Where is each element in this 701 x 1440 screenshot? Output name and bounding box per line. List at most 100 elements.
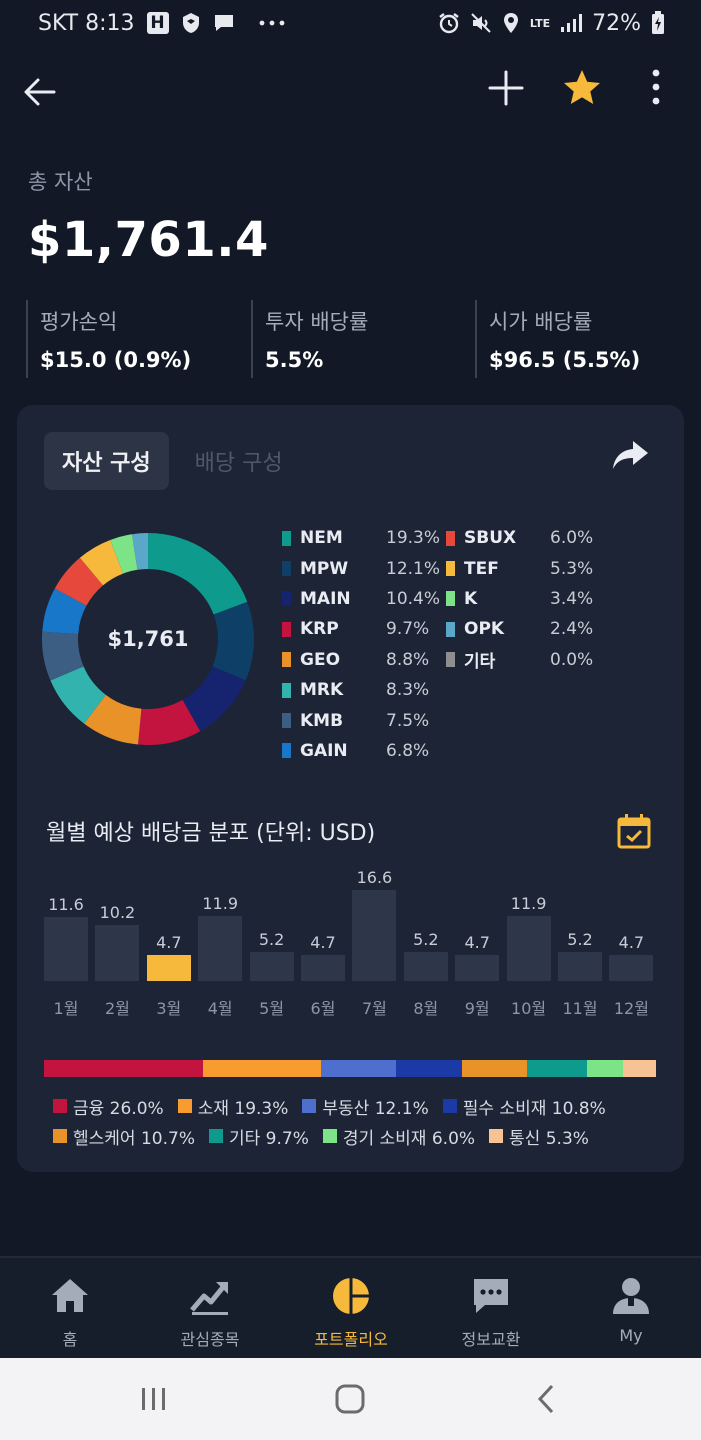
- legend-percent: 0.0%: [550, 649, 594, 670]
- legend-percent: 12.1%: [386, 558, 441, 579]
- metric-label: 시가 배당률: [489, 310, 593, 334]
- legend-percent: 19.3%: [386, 528, 441, 549]
- calendar-icon[interactable]: [617, 813, 651, 849]
- legend-item-6: MRK 8.3%: [282, 675, 440, 705]
- share-icon[interactable]: [611, 439, 651, 473]
- donut-slice-sbux: [54, 557, 104, 606]
- legend-item-5: GEO 8.8%: [282, 645, 440, 675]
- nav-item-community[interactable]: 정보교환: [421, 1258, 561, 1358]
- sector-label: 헬스케어 10.7%: [73, 1128, 195, 1149]
- donut-slice-opk: [132, 533, 148, 570]
- metric-label: 투자 배당률: [265, 310, 369, 334]
- bar-month-7[interactable]: [352, 890, 397, 981]
- sector-legend-item: 금융 26.0%: [53, 1094, 164, 1119]
- sector-segment-1: [44, 1060, 204, 1077]
- tab-dividend-composition[interactable]: 배당 구성: [194, 451, 283, 476]
- legend-percent: 3.4%: [550, 588, 594, 609]
- donut-slice-mrk: [50, 666, 106, 724]
- legend-swatch: [446, 591, 455, 607]
- nav-item-my[interactable]: My: [561, 1258, 701, 1358]
- sector-segment-7: [586, 1060, 624, 1077]
- sector-legend-item: 기타 9.7%: [208, 1124, 309, 1149]
- legend-item-13: 기타 0.0%: [446, 645, 593, 675]
- bar-value-label: 11.6: [48, 895, 84, 915]
- sector-swatch: [489, 1129, 504, 1143]
- bar-month-1[interactable]: [44, 917, 88, 981]
- bar-value-label: 5.2: [567, 930, 593, 950]
- bar-month-label: 8월: [413, 999, 439, 1018]
- legend-item-7: KMB 7.5%: [282, 705, 440, 735]
- bar-month-12[interactable]: [609, 955, 654, 981]
- legend-ticker: GEO: [300, 649, 341, 670]
- legend-ticker: KRP: [300, 619, 339, 640]
- message-icon: [213, 12, 235, 34]
- status-bar: SKT 8:13 H LTE 72%: [0, 0, 701, 46]
- sector-segment-8: [623, 1060, 656, 1077]
- bar-month-8[interactable]: [403, 952, 448, 981]
- network-type: LTE: [529, 16, 551, 30]
- bar-value-label: 4.7: [464, 933, 490, 953]
- legend-swatch: [282, 621, 291, 637]
- bar-month-3[interactable]: [146, 955, 191, 981]
- legend-swatch: [282, 530, 291, 546]
- sector-legend-item: 소재 19.3%: [177, 1094, 288, 1119]
- home-button-icon[interactable]: [333, 1382, 367, 1416]
- bar-value-label: 4.7: [618, 933, 645, 953]
- legend-ticker: SBUX: [464, 528, 517, 549]
- legend-ticker: KMB: [300, 710, 344, 731]
- bar-month-5[interactable]: [249, 952, 294, 981]
- bar-month-label: 12월: [613, 999, 649, 1018]
- nav-item-portfolio[interactable]: 포트폴리오: [281, 1258, 421, 1358]
- add-icon[interactable]: [488, 70, 524, 106]
- tab-asset-composition[interactable]: 자산 구성: [44, 432, 169, 490]
- chat-icon: [471, 1276, 511, 1316]
- bar-value-label: 11.9: [510, 893, 547, 913]
- bar-month-label: 10월: [511, 999, 547, 1018]
- bar-month-2[interactable]: [95, 925, 140, 981]
- legend-ticker: NEM: [300, 528, 343, 549]
- bar-month-4[interactable]: [198, 915, 243, 981]
- donut-slice-mpw: [212, 601, 254, 681]
- battery-percent: 72%: [592, 10, 641, 36]
- sector-label: 경기 소비재 6.0%: [342, 1128, 476, 1149]
- favorite-star-icon[interactable]: [562, 68, 602, 108]
- legend-percent: 8.8%: [386, 649, 430, 670]
- legend-swatch: [282, 713, 291, 729]
- sector-segment-5: [461, 1060, 528, 1077]
- more-vertical-icon[interactable]: [644, 68, 668, 108]
- bar-month-11[interactable]: [558, 952, 602, 981]
- recent-apps-icon[interactable]: [137, 1382, 171, 1416]
- sector-label: 기타 9.7%: [228, 1128, 309, 1149]
- nav-item-watchlist[interactable]: 관심종목: [140, 1258, 280, 1358]
- bar-month-9[interactable]: [455, 955, 500, 981]
- bar-month-label: 2월: [104, 999, 130, 1018]
- back-button-icon[interactable]: [530, 1382, 564, 1416]
- sector-legend-item: 경기 소비재 6.0%: [322, 1124, 476, 1149]
- sector-label: 금융 26.0%: [73, 1098, 164, 1119]
- donut-slice-gain: [42, 588, 87, 635]
- trending-icon: [190, 1276, 230, 1316]
- bar-month-10[interactable]: [506, 915, 551, 981]
- sector-swatch: [208, 1129, 223, 1143]
- bar-month-label: 3월: [156, 999, 182, 1018]
- legend-percent: 6.0%: [550, 528, 594, 549]
- bar-month-label: 1월: [53, 999, 79, 1018]
- bar-month-6[interactable]: [301, 955, 345, 981]
- legend-swatch: [282, 591, 291, 607]
- donut-slice-nem: [148, 533, 248, 615]
- bar-month-label: 6월: [310, 999, 336, 1018]
- legend-item-8: GAIN 6.8%: [282, 736, 440, 766]
- holdings-legend-right: SBUX 6.0% TEF 5.3% K 3.4% OPK 2.4% 기타 0.0%: [446, 523, 593, 675]
- nav-label: 정보교환: [461, 1330, 521, 1349]
- nav-label: 홈: [62, 1330, 78, 1349]
- legend-item-1: NEM 19.3%: [282, 523, 440, 553]
- legend-swatch: [446, 621, 455, 637]
- summary-metrics: 평가손익 $15.0 (0.9%) 투자 배당률 5.5% 시가 배당률 $96…: [26, 300, 701, 378]
- person-icon: [611, 1276, 651, 1316]
- legend-ticker: TEF: [464, 558, 499, 579]
- sector-legend-item: 필수 소비재 10.8%: [442, 1094, 606, 1119]
- donut-slice-kmb: [42, 631, 84, 681]
- back-arrow-icon[interactable]: [22, 74, 58, 110]
- bar-month-label: 9월: [464, 999, 490, 1018]
- nav-item-home[interactable]: 홈: [0, 1258, 140, 1358]
